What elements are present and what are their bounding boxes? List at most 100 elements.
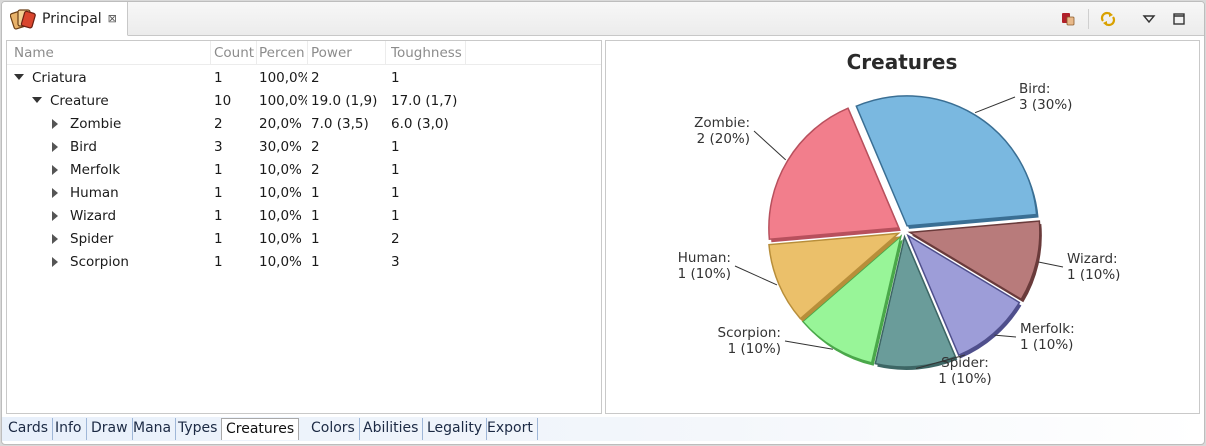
cell-percent: 20,0% [259,116,302,132]
cell-count: 1 [214,70,223,86]
pie-label-value: 1 (10%) [938,371,991,387]
cell-percent: 100,0% [259,70,307,86]
maximize-icon[interactable] [1168,8,1190,30]
pie-label-name: Zombie: [694,115,750,131]
pie-label-value: 1 (10%) [1020,337,1073,353]
tab-types[interactable]: Types [174,418,223,440]
expand-arrow-icon[interactable] [52,234,58,244]
tab-legality[interactable]: Legality [423,418,488,440]
refresh-icon[interactable] [1097,8,1119,30]
expand-arrow-icon[interactable] [52,188,58,198]
cell-percent: 10,0% [259,231,302,247]
pie-slice-human[interactable] [768,232,901,320]
pie-chart-svg: Creatures Bird: 3 (30%)Wizard: 1 (10%)Merf… [678,50,1121,387]
cell-toughness: 17.0 (1,7) [391,93,458,109]
cell-count: 1 [214,185,223,201]
stop-icon[interactable] [1057,8,1079,30]
cell-name: Creature [50,93,109,109]
cell-name: Criatura [32,70,87,86]
cell-power: 2 [311,70,320,86]
collapse-arrow-icon[interactable] [32,97,42,103]
cell-percent: 10,0% [259,185,302,201]
expand-arrow-icon[interactable] [52,211,58,221]
tab-mana[interactable]: Mana [129,418,177,440]
pie-label-name: Spider: [941,355,989,371]
tab-export[interactable]: Export [483,418,538,440]
creatures-tree-table[interactable]: Name Count Percen Power Toughness Criatu… [6,40,602,414]
table-row[interactable]: Criatura 1 100,0% 2 1 [7,67,601,90]
pie-slice-scorpion[interactable] [801,234,903,364]
pie-slice-zombie[interactable] [768,107,900,241]
cell-count: 1 [214,162,223,178]
pie-label-merfolk: Merfolk: 1 (10%) [1020,321,1075,353]
cell-count: 10 [214,93,232,109]
pie-slice-bird[interactable] [855,95,1038,227]
cell-power: 1 [311,254,320,270]
pie-label-value: 3 (30%) [1019,97,1072,113]
cards-app-icon [9,7,36,31]
pie-label-value: 1 (10%) [678,266,731,282]
cell-toughness: 2 [391,231,400,247]
view-tab-title: Principal [42,10,102,27]
cell-percent: 10,0% [259,254,302,270]
table-row[interactable]: Merfolk 1 10,0% 2 1 [7,159,601,182]
pie-slice-spider[interactable] [874,234,957,368]
tab-abilities[interactable]: Abilities [359,418,424,440]
pie-label-name: Scorpion: [718,325,782,341]
expand-arrow-icon[interactable] [52,119,58,129]
view-tab-principal[interactable]: Principal ⊠ [2,2,128,36]
cell-power: 2 [311,139,320,155]
expand-arrow-icon[interactable] [52,142,58,152]
column-header-percent[interactable]: Percen [259,45,305,61]
column-header-count[interactable]: Count [214,45,255,61]
view-tab-bar: Principal ⊠ [2,2,1204,36]
table-row[interactable]: Scorpion 1 10,0% 1 3 [7,251,601,274]
cell-toughness: 1 [391,185,400,201]
table-row[interactable]: Human 1 10,0% 1 1 [7,182,601,205]
pie-slice-merfolk[interactable] [906,233,1021,357]
table-row[interactable]: Creature 10 100,0% 19.0 (1,9) 17.0 (1,7) [7,90,601,113]
pie-slice-wizard[interactable] [907,220,1041,301]
tab-draw[interactable]: Draw [87,418,133,440]
tab-cards[interactable]: Cards [4,418,54,440]
collapse-arrow-icon[interactable] [14,74,24,80]
pie-label-leader-line [974,96,1016,114]
cell-toughness: 6.0 (3,0) [391,116,449,132]
table-row[interactable]: Spider 1 10,0% 1 2 [7,228,601,251]
cell-count: 1 [214,254,223,270]
cell-count: 1 [214,208,223,224]
pie-label-name: Human: [678,250,731,266]
cell-toughness: 1 [391,139,400,155]
column-header-power[interactable]: Power [311,45,352,61]
cell-toughness: 1 [391,70,400,86]
close-icon[interactable]: ⊠ [107,12,117,25]
tab-creatures[interactable]: Creatures [221,418,300,440]
chart-title: Creatures [847,50,958,74]
cell-name: Human [70,185,119,201]
tab-info[interactable]: Info [51,418,87,440]
expand-arrow-icon[interactable] [52,257,58,267]
expand-arrow-icon[interactable] [52,165,58,175]
pie-label-name: Wizard: [1067,251,1118,267]
pie-label-wizard: Wizard: 1 (10%) [1067,251,1120,283]
table-row[interactable]: Bird 3 30,0% 2 1 [7,136,601,159]
pie-label-scorpion: Scorpion: 1 (10%) [718,325,782,357]
table-row[interactable]: Zombie 2 20,0% 7.0 (3,5) 6.0 (3,0) [7,113,601,136]
table-row[interactable]: Wizard 1 10,0% 1 1 [7,205,601,228]
pie-label-bird: Bird: 3 (30%) [1019,81,1072,113]
tab-colors[interactable]: Colors [307,418,360,440]
creatures-pie-chart: Creatures Bird: 3 (30%) Wizard: 1 (10%) Merf… [605,40,1200,414]
column-header-name[interactable]: Name [14,45,54,61]
cell-toughness: 3 [391,254,400,270]
cell-name: Scorpion [70,254,129,270]
column-header-toughness[interactable]: Toughness [391,45,462,61]
pie-label-human: Human: 1 (10%) [678,250,731,282]
cell-count: 2 [214,116,223,132]
cell-toughness: 1 [391,162,400,178]
cell-name: Wizard [70,208,117,224]
cell-name: Spider [70,231,114,247]
bottom-tab-bar: Cards Info Draw Mana Types Creatures Col… [2,417,1204,441]
cell-percent: 10,0% [259,162,302,178]
view-menu-icon[interactable] [1138,8,1160,30]
